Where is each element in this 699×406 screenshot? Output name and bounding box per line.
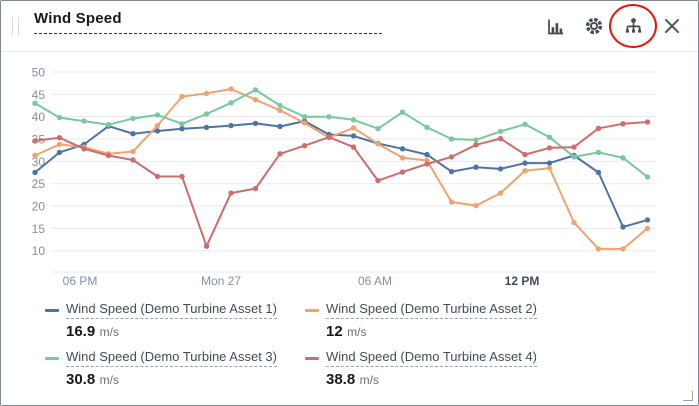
settings-gear-icon <box>583 15 605 37</box>
svg-text:12 PM: 12 PM <box>505 274 540 288</box>
legend-unit: m/s <box>99 325 119 340</box>
resize-handle[interactable] <box>683 391 693 401</box>
legend-latest-value: 30.8 <box>66 371 96 389</box>
series-color-dash <box>305 357 319 361</box>
series-color-dash <box>45 357 59 361</box>
legend-label[interactable]: Wind Speed (Demo Turbine Asset 4) <box>326 349 537 368</box>
close-icon <box>662 16 682 36</box>
legend-label[interactable]: Wind Speed (Demo Turbine Asset 3) <box>66 349 277 368</box>
legend-item: Wind Speed (Demo Turbine Asset 2) 12 m/s <box>305 301 565 341</box>
title-underline: Wind Speed <box>34 10 382 34</box>
legend-item: Wind Speed (Demo Turbine Asset 4) 38.8 m… <box>305 349 565 389</box>
legend-item: Wind Speed (Demo Turbine Asset 3) 30.8 m… <box>45 349 305 389</box>
asset-hierarchy-button[interactable] <box>609 4 657 48</box>
widget-header: Wind Speed <box>1 1 698 52</box>
legend-label[interactable]: Wind Speed (Demo Turbine Asset 2) <box>326 301 537 320</box>
svg-text:25: 25 <box>32 177 46 191</box>
svg-text:40: 40 <box>32 110 46 124</box>
widget-toolbar <box>543 1 684 51</box>
legend-label[interactable]: Wind Speed (Demo Turbine Asset 1) <box>66 301 277 320</box>
legend-latest-value: 16.9 <box>66 323 96 341</box>
svg-text:50: 50 <box>32 66 46 80</box>
legend-unit: m/s <box>347 325 367 340</box>
chart-type-icon <box>545 16 566 37</box>
series-color-dash <box>305 309 319 313</box>
asset-hierarchy-icon <box>623 16 644 37</box>
chart-legend: Wind Speed (Demo Turbine Asset 1) 16.9 m… <box>1 301 698 389</box>
settings-button[interactable] <box>582 14 606 38</box>
chart-area: 50 45 40 35 30 25 20 15 10 06 PM Mon 27 06 AM 12 PM <box>1 52 698 296</box>
widget-title[interactable]: Wind Speed <box>34 10 122 27</box>
svg-text:06 AM: 06 AM <box>358 274 392 288</box>
drag-handle-icon[interactable] <box>12 17 19 35</box>
close-button[interactable] <box>660 14 684 38</box>
series-color-dash <box>45 309 59 313</box>
svg-text:30: 30 <box>32 155 46 169</box>
legend-unit: m/s <box>359 373 379 388</box>
legend-latest-value: 38.8 <box>326 371 356 389</box>
legend-unit: m/s <box>99 373 119 388</box>
chart-type-button[interactable] <box>543 14 567 38</box>
legend-item: Wind Speed (Demo Turbine Asset 1) 16.9 m… <box>45 301 305 341</box>
legend-latest-value: 12 <box>326 323 343 341</box>
svg-text:10: 10 <box>32 244 46 258</box>
svg-text:Mon 27: Mon 27 <box>201 274 241 288</box>
svg-text:15: 15 <box>32 222 46 236</box>
svg-text:06 PM: 06 PM <box>63 274 98 288</box>
svg-text:45: 45 <box>32 88 46 102</box>
svg-text:20: 20 <box>32 200 46 214</box>
